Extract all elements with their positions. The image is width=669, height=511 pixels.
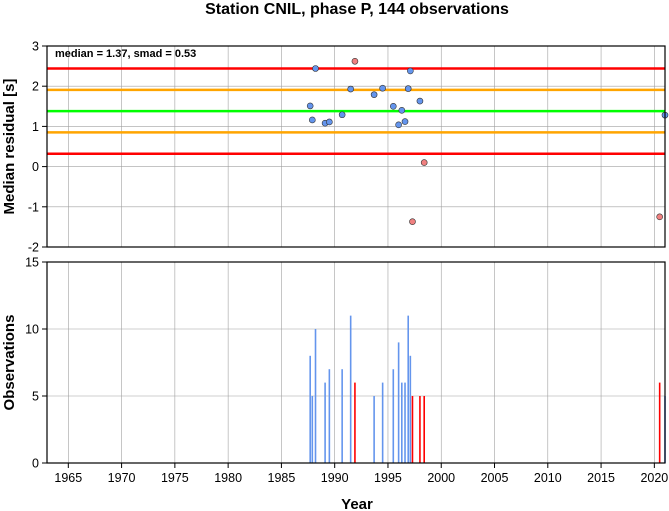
residual-point bbox=[389, 103, 397, 110]
residual-point bbox=[351, 57, 359, 65]
residual-point bbox=[401, 118, 409, 125]
residual-point bbox=[312, 65, 319, 72]
year-ticks: 1965 1970 1975 1980 1985 1990 1995 2000 2005 2010… bbox=[54, 463, 668, 485]
x-tick-label: 1965 bbox=[54, 471, 82, 485]
residual-point bbox=[407, 67, 414, 75]
reference-lines bbox=[47, 67, 665, 155]
residual-point bbox=[409, 218, 416, 225]
residual-point bbox=[338, 111, 346, 119]
residual-point bbox=[398, 107, 406, 114]
y-tick-label: -1 bbox=[28, 200, 39, 214]
median-annotation: median = 1.37, smad = 0.53 bbox=[55, 48, 196, 60]
x-tick-label: 2000 bbox=[427, 471, 455, 485]
x-tick-label: 2010 bbox=[534, 471, 562, 485]
residual-point bbox=[656, 213, 663, 221]
y-tick-label: 2 bbox=[32, 80, 39, 94]
x-tick-label: 2020 bbox=[640, 471, 668, 485]
observations-frame bbox=[46, 261, 666, 464]
observations-y-label: Observations bbox=[1, 315, 18, 411]
residual-frame bbox=[46, 45, 666, 248]
residual-points bbox=[306, 57, 669, 225]
residual-grid bbox=[47, 45, 665, 248]
residual-point bbox=[416, 97, 424, 105]
residual-y-label: Median residual [s] bbox=[1, 79, 18, 215]
observations-panel: 0 5 10 15 1965 1970 1975 1980 1985 1990 1995 2000 2… bbox=[1, 256, 668, 511]
x-tick-label: 1995 bbox=[374, 471, 402, 485]
y-tick-label: -2 bbox=[28, 241, 39, 255]
residual-point bbox=[420, 159, 428, 166]
x-tick-label: 1975 bbox=[161, 471, 189, 485]
observations-grid bbox=[47, 261, 665, 464]
observation-bars bbox=[309, 315, 666, 463]
residual-point bbox=[347, 85, 354, 93]
x-tick-label: 2015 bbox=[587, 471, 615, 485]
y-tick-label: 15 bbox=[25, 256, 39, 270]
y-tick-label: 10 bbox=[25, 323, 39, 337]
y-tick-label: 0 bbox=[32, 457, 39, 471]
x-tick-label: 1990 bbox=[321, 471, 349, 485]
residual-y-ticks: -2 -1 0 1 2 3 bbox=[28, 40, 47, 255]
chart-title: Station CNIL, phase P, 144 observations bbox=[205, 1, 509, 18]
y-tick-label: 5 bbox=[32, 390, 39, 404]
residual-panel: -2 -1 0 1 2 3 median = 1.37, smad = 0.53 Medi… bbox=[1, 40, 669, 255]
observations-y-ticks: 0 5 10 15 bbox=[25, 256, 47, 471]
residual-point bbox=[404, 85, 412, 92]
residual-point bbox=[379, 84, 386, 92]
residual-point bbox=[326, 118, 333, 126]
y-tick-label: 0 bbox=[32, 160, 39, 174]
residual-point bbox=[395, 121, 402, 129]
residual-point bbox=[370, 91, 378, 98]
y-tick-label: 1 bbox=[32, 120, 39, 134]
y-tick-label: 3 bbox=[32, 40, 39, 54]
x-tick-label: 1980 bbox=[214, 471, 242, 485]
residual-point bbox=[306, 102, 314, 110]
x-tick-label: 1970 bbox=[108, 471, 136, 485]
x-axis-label: Year bbox=[341, 496, 373, 511]
residual-point bbox=[309, 116, 316, 124]
x-tick-label: 2005 bbox=[481, 471, 509, 485]
x-tick-label: 1985 bbox=[268, 471, 296, 485]
